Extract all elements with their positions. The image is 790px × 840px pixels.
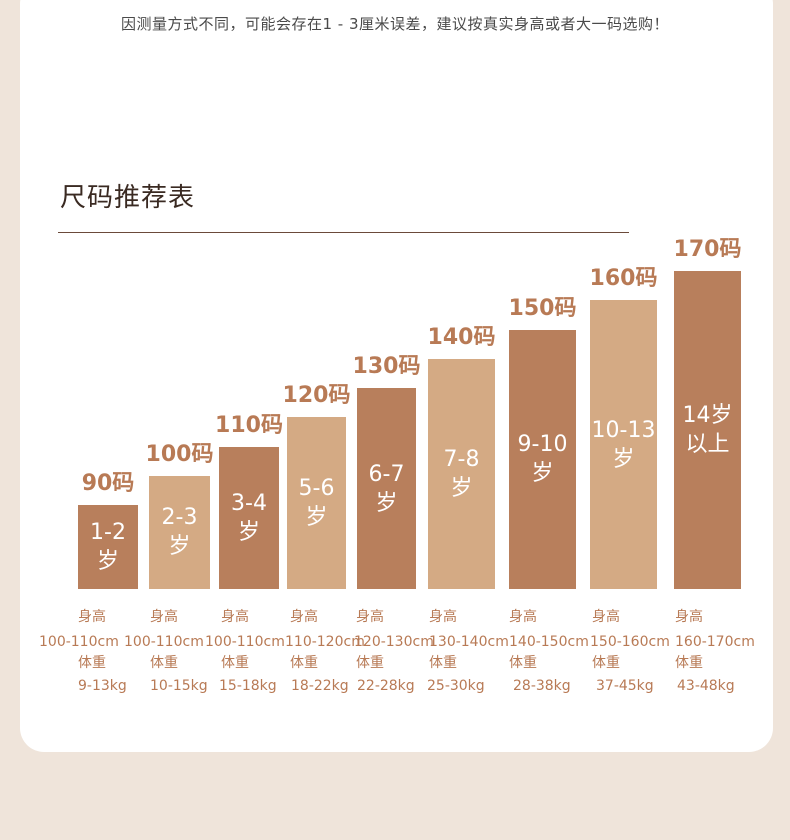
- weight-label: 体重: [290, 655, 318, 671]
- height-label: 身高: [150, 609, 178, 625]
- age-label: 10-13: [591, 417, 656, 443]
- weight-range: 22-28kg: [357, 678, 415, 694]
- weight-range: 9-13kg: [78, 678, 127, 694]
- size-bar: 1-2 岁: [78, 505, 138, 589]
- age-label: 岁: [168, 534, 191, 560]
- age-label: 1-2: [90, 520, 126, 545]
- weight-label: 体重: [509, 655, 537, 671]
- section-title: 尺码推荐表: [60, 183, 196, 213]
- weight-range: 25-30kg: [427, 678, 485, 694]
- size-label: 110码: [215, 412, 283, 438]
- size-label: 130码: [352, 354, 421, 379]
- age-label: 岁: [375, 490, 398, 516]
- size-label: 160码: [589, 266, 658, 292]
- age-label: 岁: [531, 461, 554, 487]
- height-label: 身高: [221, 609, 249, 625]
- measurement-notice: 因测量方式不同，可能会存在1 - 3厘米误差，建议按真实身高或者大一码选购！: [120, 15, 670, 33]
- age-label: 9-10: [517, 432, 568, 458]
- weight-label: 体重: [675, 655, 703, 671]
- age-label: 3-4: [231, 490, 267, 516]
- age-label: 岁: [612, 446, 635, 472]
- size-bar: 10-13 岁: [590, 300, 657, 589]
- height-range: 150-160cm: [590, 634, 670, 650]
- age-label: 岁: [96, 549, 119, 574]
- age-label: 5-6: [298, 476, 335, 502]
- weight-label: 体重: [356, 655, 384, 671]
- weight-range: 43-48kg: [677, 678, 735, 694]
- size-label: 120码: [282, 383, 351, 409]
- weight-label: 体重: [221, 655, 249, 671]
- size-bar: 6-7 岁: [357, 388, 416, 589]
- height-label: 身高: [592, 609, 620, 625]
- height-range: 110-120cm: [285, 634, 365, 650]
- weight-range: 15-18kg: [219, 678, 277, 694]
- size-label: 170码: [673, 237, 742, 262]
- weight-label: 体重: [78, 655, 106, 671]
- weight-range: 37-45kg: [596, 678, 654, 694]
- weight-label: 体重: [592, 655, 620, 671]
- height-range: 120-130cm: [354, 634, 434, 650]
- height-range: 140-150cm: [509, 634, 589, 650]
- height-label: 身高: [429, 609, 457, 625]
- age-label: 以上: [685, 432, 730, 457]
- size-bar: 3-4 岁: [219, 446, 279, 589]
- weight-range: 28-38kg: [513, 678, 571, 694]
- age-label: 6-7: [368, 461, 405, 487]
- age-label: 岁: [305, 505, 328, 531]
- age-label: 岁: [237, 519, 260, 545]
- size-label: 140码: [427, 324, 496, 350]
- age-label: 14岁: [682, 403, 733, 428]
- weight-label: 体重: [429, 655, 457, 671]
- height-range: 100-110cm: [39, 634, 119, 650]
- age-label: 岁: [450, 475, 473, 501]
- size-bar: 14岁以上: [674, 271, 741, 589]
- age-label: 7-8: [443, 446, 480, 472]
- weight-range: 10-15kg: [150, 678, 208, 694]
- height-label: 身高: [509, 609, 537, 625]
- weight-range: 18-22kg: [291, 678, 349, 694]
- size-bar: 7-8 岁: [428, 358, 495, 589]
- height-label: 身高: [78, 609, 106, 625]
- size-bar: 2-3 岁: [149, 475, 210, 589]
- size-bar: 9-10 岁: [509, 329, 576, 589]
- title-divider: [58, 232, 629, 233]
- size-label: 150码: [508, 295, 577, 321]
- size-bar: 5-6 岁: [287, 417, 346, 589]
- height-label: 身高: [675, 609, 703, 625]
- size-label: 100码: [145, 441, 214, 467]
- height-range: 100-110cm: [205, 634, 285, 650]
- height-label: 身高: [290, 609, 318, 625]
- weight-label: 体重: [150, 655, 178, 671]
- height-range: 160-170cm: [675, 634, 755, 650]
- age-label: 2-3: [161, 505, 198, 531]
- height-label: 身高: [356, 609, 384, 625]
- height-range: 100-110cm: [124, 634, 204, 650]
- size-label: 90码: [81, 471, 135, 496]
- height-range: 130-140cm: [429, 634, 509, 650]
